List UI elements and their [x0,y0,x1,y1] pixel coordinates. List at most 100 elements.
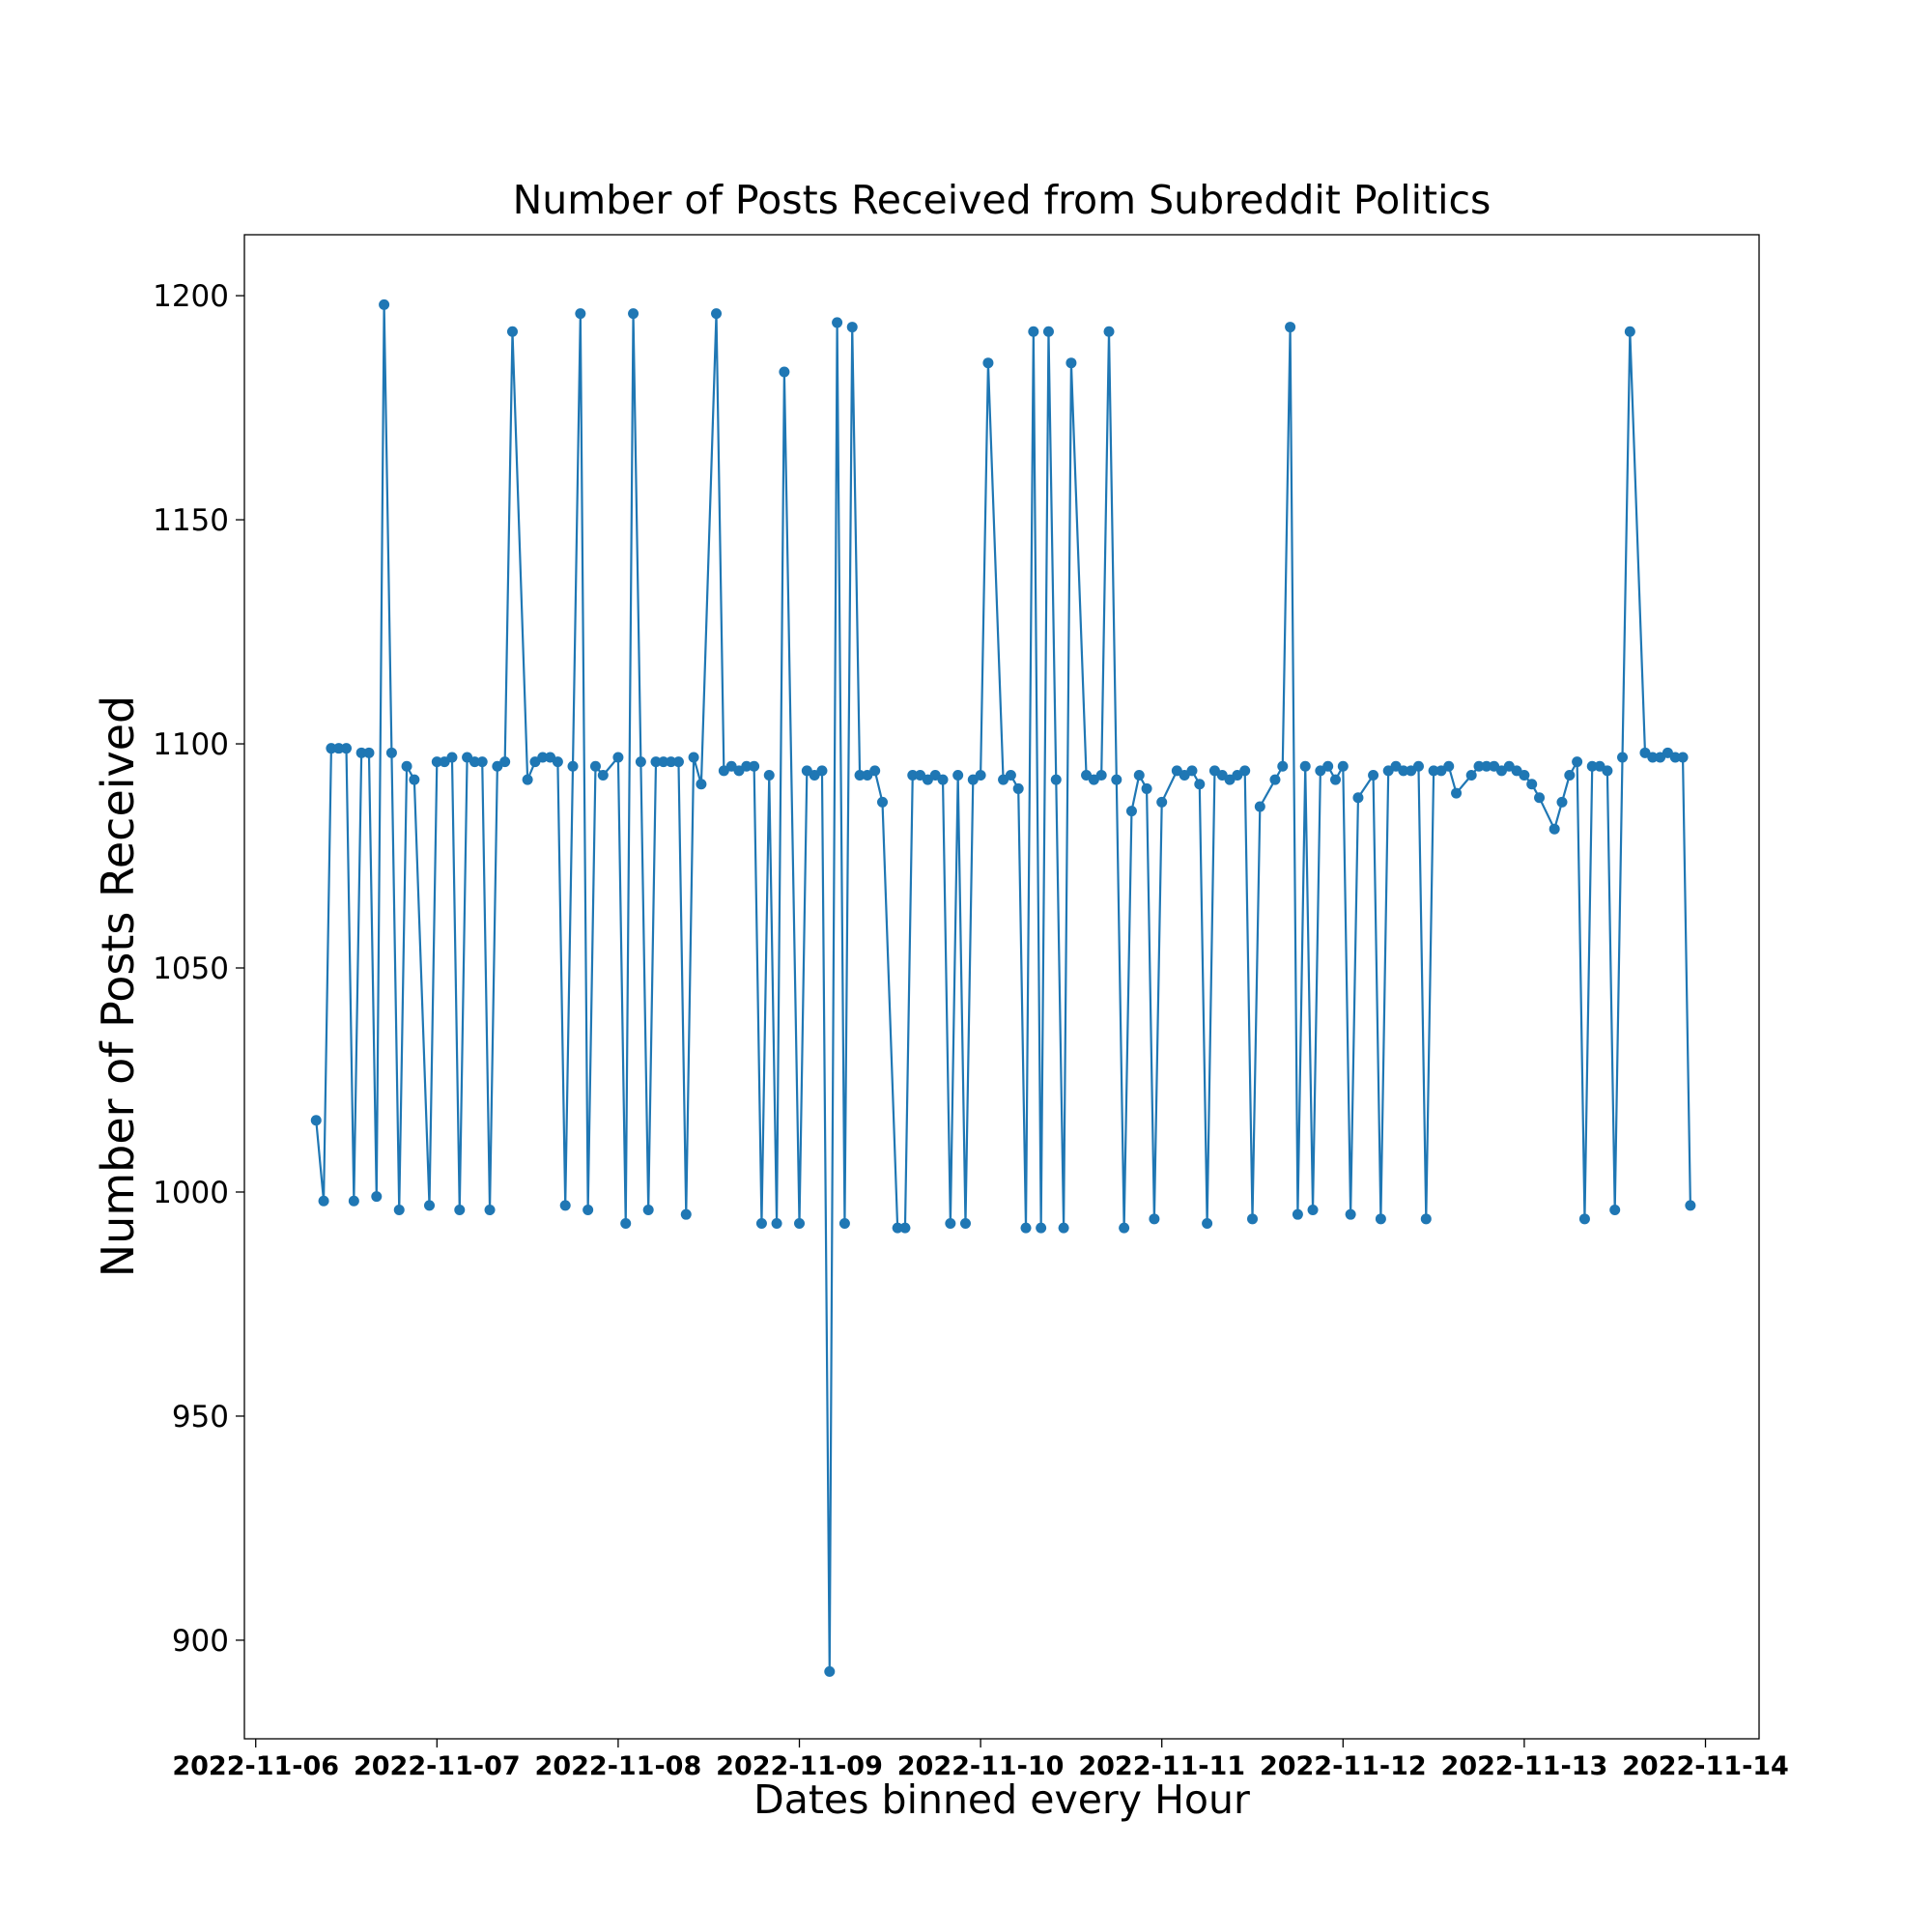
marker [1095,770,1107,781]
marker [1609,1205,1621,1216]
x-tick-label: 2022-11-13 [1441,1751,1608,1781]
marker [869,765,881,777]
y-tick-label: 1200 [153,279,229,314]
marker [620,1217,632,1229]
marker [838,1217,850,1229]
marker [499,756,511,768]
x-tick-label: 2022-11-07 [354,1751,521,1781]
marker [779,366,790,378]
marker [1519,770,1530,781]
marker [1277,760,1289,772]
marker [982,357,994,369]
marker [552,756,563,768]
marker [688,752,699,763]
marker [711,308,723,320]
marker [1119,1222,1130,1234]
marker [1299,760,1311,772]
marker [318,1195,329,1207]
marker [1420,1213,1432,1225]
marker [575,308,586,320]
marker [771,1217,782,1229]
marker [371,1191,383,1203]
marker [363,747,375,758]
marker [1337,760,1349,772]
marker [959,1217,971,1229]
marker [1065,357,1077,369]
marker [1125,806,1137,817]
marker [1149,1213,1160,1225]
y-axis-label: Number of Posts Received [92,696,144,1278]
marker [1617,752,1629,763]
marker [326,743,337,754]
marker [1586,760,1598,772]
marker [749,760,760,772]
marker [1548,823,1560,835]
marker [1322,760,1334,772]
marker [1647,752,1659,763]
marker [907,770,919,781]
marker [1572,756,1583,768]
marker [1194,779,1206,790]
marker [597,770,609,781]
marker [1578,1213,1590,1225]
marker [1028,326,1039,337]
marker [1247,1213,1259,1225]
marker [1202,1217,1213,1229]
marker [755,1217,767,1229]
marker [1042,326,1054,337]
marker [469,756,480,768]
marker [1451,787,1463,799]
marker [506,326,518,337]
marker [454,1205,466,1216]
marker [409,774,420,785]
x-axis-label: Dates binned every Hour [753,1776,1250,1823]
x-tick-label: 2022-11-11 [1078,1751,1245,1781]
marker [1292,1208,1303,1220]
marker [658,756,669,768]
marker [1156,796,1168,808]
marker [1564,770,1576,781]
marker [446,752,458,763]
marker [854,770,866,781]
marker [484,1205,496,1216]
marker [612,752,624,763]
marker [1412,760,1424,772]
marker [431,756,442,768]
marker [816,765,828,777]
marker [1685,1200,1696,1211]
marker [522,774,533,785]
marker [1398,765,1409,777]
marker [1556,796,1568,808]
marker [832,317,843,328]
marker [975,770,986,781]
marker [1103,326,1115,337]
marker [1020,1222,1032,1234]
marker [937,774,949,785]
x-tick-label: 2022-11-14 [1622,1751,1789,1781]
marker [355,747,367,758]
y-tick-label: 950 [172,1400,229,1435]
marker [696,779,707,790]
x-tick-label: 2022-11-08 [535,1751,702,1781]
marker [1285,322,1296,333]
marker [1254,801,1265,812]
y-tick-label: 1000 [153,1176,229,1210]
marker [628,308,639,320]
marker [1307,1205,1319,1216]
marker [401,760,412,772]
marker [537,752,549,763]
marker [393,1205,405,1216]
marker [899,1222,911,1234]
marker [1473,760,1485,772]
marker [741,760,753,772]
marker [1269,774,1281,785]
y-tick-label: 1050 [153,952,229,986]
marker [1534,792,1546,804]
marker [341,743,353,754]
marker [666,756,677,768]
marker [1677,752,1689,763]
marker [476,756,488,768]
marker [424,1200,436,1211]
